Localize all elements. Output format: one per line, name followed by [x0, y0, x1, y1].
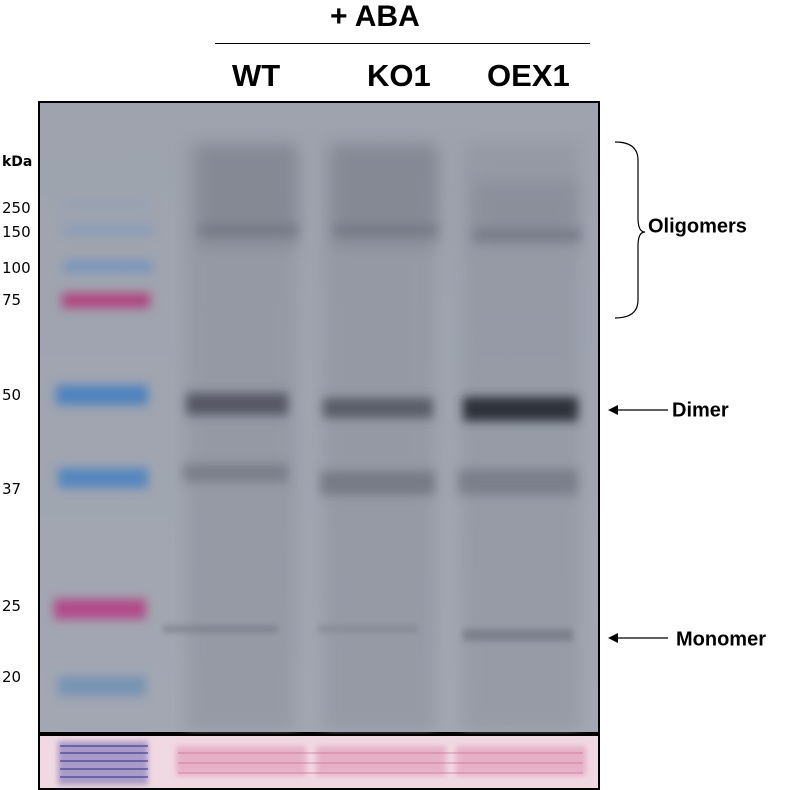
dimer-label: Dimer: [672, 399, 729, 422]
loading-band-oex1: [456, 746, 586, 776]
ladder-band-150: [64, 225, 152, 234]
marker-label-100: 100: [2, 259, 31, 277]
dimer-band-ko1: [323, 398, 433, 418]
oligomer-band-ko1: [333, 225, 438, 235]
loading-ladder-lines: [58, 741, 148, 785]
oligomer-band-oex1: [473, 229, 581, 241]
ladder-band-250: [62, 201, 150, 208]
dimer-band-oex1: [463, 397, 578, 421]
ladder-band-25: [54, 599, 146, 619]
dimer-arrow: [608, 405, 668, 415]
treatment-underline: [215, 43, 590, 44]
monomer-band-oex1: [463, 629, 573, 641]
lane-label-wt: WT: [232, 58, 281, 93]
oligomers-bracket: [614, 141, 645, 319]
marker-label-50: 50: [2, 386, 22, 404]
marker-unit-label: kDa: [2, 154, 33, 170]
ladder-band-50: [56, 385, 148, 405]
monomer-arrow: [608, 633, 668, 643]
band-37-ko1: [320, 471, 435, 495]
oligomers-label: Oligomers: [648, 215, 747, 238]
ladder-band-20: [58, 676, 146, 696]
ladder-band-100: [64, 261, 152, 272]
ladder-band-75: [62, 293, 150, 308]
band-37-oex1: [458, 469, 578, 495]
lane-label-ko1: KO1: [367, 58, 431, 93]
oligomer-band-wt: [198, 225, 298, 235]
band-37-wt: [183, 464, 288, 482]
marker-label-75: 75: [2, 291, 22, 309]
loading-band-ko1: [316, 746, 446, 776]
monomer-band-wt: [163, 625, 278, 633]
marker-label-20: 20: [2, 668, 22, 686]
marker-label-250: 250: [2, 199, 31, 217]
loading-band-wt: [176, 746, 306, 776]
treatment-label: + ABA: [330, 0, 420, 33]
western-blot-image: [38, 101, 600, 790]
monomer-label: Monomer: [676, 628, 766, 651]
marker-label-37: 37: [2, 480, 22, 498]
lane-label-oex1: OEX1: [487, 58, 570, 93]
marker-label-150: 150: [2, 223, 31, 241]
ladder-band-37: [58, 468, 148, 488]
marker-label-25: 25: [2, 597, 22, 615]
monomer-band-ko1: [318, 625, 418, 633]
dimer-band-wt: [186, 393, 288, 415]
